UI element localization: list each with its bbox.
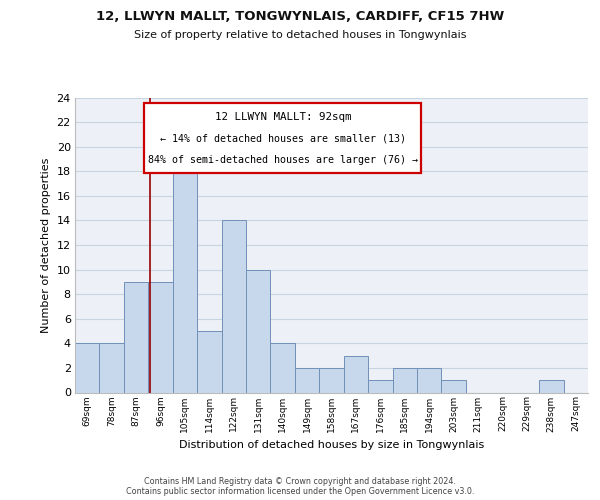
Bar: [319, 368, 344, 392]
Bar: [295, 368, 319, 392]
Bar: [344, 356, 368, 393]
Text: 84% of semi-detached houses are larger (76) →: 84% of semi-detached houses are larger (…: [148, 155, 418, 165]
X-axis label: Distribution of detached houses by size in Tongwynlais: Distribution of detached houses by size …: [179, 440, 484, 450]
Text: 12 LLWYN MALLT: 92sqm: 12 LLWYN MALLT: 92sqm: [215, 112, 351, 122]
Text: ← 14% of detached houses are smaller (13): ← 14% of detached houses are smaller (13…: [160, 133, 406, 143]
Bar: [246, 270, 271, 392]
Bar: [417, 368, 442, 392]
Bar: [368, 380, 392, 392]
Bar: [197, 331, 221, 392]
Bar: [100, 344, 124, 392]
Bar: [271, 344, 295, 392]
FancyBboxPatch shape: [144, 104, 421, 172]
Bar: [392, 368, 417, 392]
Bar: [173, 159, 197, 392]
Bar: [75, 344, 100, 392]
Bar: [124, 282, 148, 393]
Bar: [539, 380, 563, 392]
Bar: [442, 380, 466, 392]
Text: Size of property relative to detached houses in Tongwynlais: Size of property relative to detached ho…: [134, 30, 466, 40]
Text: Contains HM Land Registry data © Crown copyright and database right 2024.
Contai: Contains HM Land Registry data © Crown c…: [126, 476, 474, 496]
Bar: [148, 282, 173, 393]
Bar: [221, 220, 246, 392]
Y-axis label: Number of detached properties: Number of detached properties: [41, 158, 51, 332]
Text: 12, LLWYN MALLT, TONGWYNLAIS, CARDIFF, CF15 7HW: 12, LLWYN MALLT, TONGWYNLAIS, CARDIFF, C…: [96, 10, 504, 23]
